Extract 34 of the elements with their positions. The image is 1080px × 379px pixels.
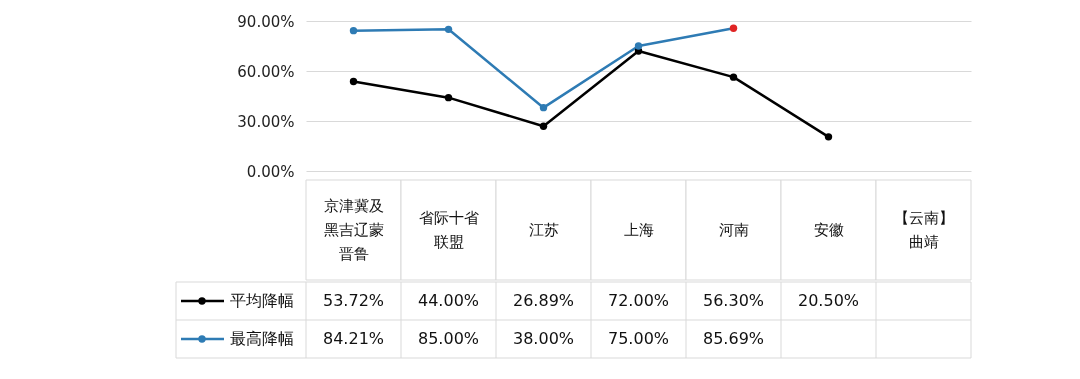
point	[539, 122, 548, 130]
x-tick-label: 河南	[718, 221, 749, 239]
x-tick-label: 安徽	[813, 221, 844, 239]
point	[444, 25, 453, 34]
point	[349, 26, 358, 35]
data-label: 53.72%	[322, 291, 385, 310]
data-label: 56.30%	[702, 291, 765, 310]
legend-label: 平均降幅	[230, 291, 294, 310]
legend-label: 最高降幅	[230, 329, 294, 348]
point	[824, 133, 833, 141]
point	[349, 77, 358, 86]
y-tick-label: 30.00%	[237, 112, 295, 131]
x-tick-label: 省际十省联盟	[418, 209, 479, 251]
x-tick-label: 上海	[623, 221, 654, 239]
point	[729, 73, 738, 81]
data-label: 84.21%	[322, 329, 385, 348]
y-tick-label: 60.00%	[237, 62, 295, 81]
x-tick-label: 【云南】曲靖	[893, 209, 954, 251]
data-label: 85.00%	[417, 329, 480, 348]
data-label: 20.50%	[797, 291, 860, 310]
point	[444, 93, 453, 102]
data-label: 44.00%	[417, 291, 480, 310]
x-tick-label: 京津冀及黑吉辽蒙晋鲁	[323, 197, 384, 263]
x-tick-label: 江苏	[528, 221, 559, 239]
point	[539, 103, 548, 112]
y-tick-label: 0.00%	[246, 162, 295, 181]
data-label: 85.69%	[702, 329, 765, 348]
data-label: 72.00%	[607, 291, 670, 310]
point	[634, 42, 643, 50]
data-label: 26.89%	[512, 291, 575, 310]
y-tick-label: 90.00%	[237, 12, 295, 31]
point	[729, 24, 738, 32]
data-label: 38.00%	[512, 329, 575, 348]
data-label: 75.00%	[607, 329, 670, 348]
